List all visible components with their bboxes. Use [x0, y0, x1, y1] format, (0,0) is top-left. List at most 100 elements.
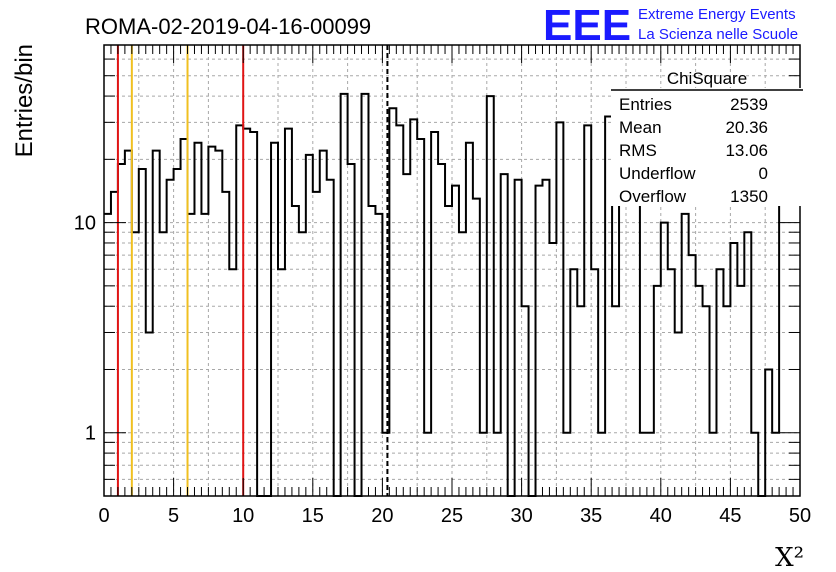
eee-logo: EEE Extreme Energy Events La Scienza nel… — [543, 1, 798, 50]
histogram-bin — [215, 151, 222, 496]
stats-label: Overflow — [619, 187, 687, 206]
y-tick-label: 10 — [74, 213, 96, 235]
stats-label: RMS — [619, 141, 657, 160]
histogram-bin — [661, 223, 668, 496]
histogram-bin — [640, 433, 647, 496]
histogram-bin — [549, 243, 556, 496]
x-tick-label: 35 — [580, 505, 602, 527]
y-tick-labels: 1 10 — [74, 213, 96, 445]
histogram-bin — [118, 164, 125, 496]
histogram-bin — [188, 214, 195, 496]
y-tick-label: 1 — [85, 423, 96, 445]
stats-label: Entries — [619, 95, 672, 114]
histogram-bin — [772, 433, 779, 496]
histogram-bin — [362, 94, 369, 496]
histogram-bin — [730, 243, 737, 496]
y-axis-label: Entries/bin — [11, 44, 38, 157]
stats-box-background — [611, 88, 803, 206]
histogram-bin — [153, 151, 160, 496]
histogram-bin — [668, 269, 675, 496]
histogram-bin — [292, 206, 299, 496]
stats-value: 0 — [759, 164, 768, 183]
histogram-bin — [682, 214, 689, 496]
histogram-bin — [410, 119, 417, 496]
x-tick-label: 30 — [510, 505, 532, 527]
histogram-bin — [598, 433, 605, 496]
histogram-bin — [633, 199, 640, 496]
histogram-bin — [125, 151, 132, 496]
histogram-bin — [424, 433, 431, 496]
chart-title: ROMA-02-2019-04-16-00099 — [85, 14, 371, 39]
stats-value: 2539 — [730, 95, 768, 114]
histogram-bin — [584, 125, 591, 496]
histogram-bin — [278, 269, 285, 496]
histogram-bin — [480, 433, 487, 496]
x-axis-label: X² — [775, 543, 804, 572]
stats-label: Underflow — [619, 164, 696, 183]
histogram-bin — [194, 143, 201, 496]
x-tick-label: 15 — [302, 505, 324, 527]
histogram-series — [104, 92, 787, 497]
histogram-bin — [751, 433, 758, 496]
histogram-bin — [522, 306, 529, 496]
logo-mark: EEE — [543, 1, 631, 50]
histogram-bin — [654, 286, 661, 496]
x-tick-label: 45 — [719, 505, 741, 527]
histogram-bin — [716, 269, 723, 496]
stats-label: Mean — [619, 118, 662, 137]
histogram-bin — [181, 139, 188, 496]
histogram-bin — [591, 269, 598, 496]
histogram-bin — [626, 174, 633, 496]
histogram-bin — [765, 369, 772, 496]
histogram-bin — [494, 433, 501, 496]
histogram-bin — [710, 433, 717, 496]
x-tick-labels: 0 5 10 15 20 25 30 35 40 45 50 — [98, 505, 811, 527]
histogram-bin — [737, 286, 744, 496]
x-tick-label: 20 — [371, 505, 393, 527]
histogram-bin — [577, 306, 584, 496]
histogram-bin — [487, 96, 494, 496]
histogram-bin — [327, 180, 334, 496]
histogram-bin — [536, 186, 543, 496]
histogram-bin — [459, 232, 466, 496]
x-tick-label: 0 — [98, 505, 109, 527]
histogram-bin — [306, 155, 313, 496]
histogram-bin — [403, 174, 410, 496]
histogram-bin — [445, 206, 452, 496]
histogram-bin — [160, 232, 167, 496]
histogram-bin — [515, 180, 522, 496]
histogram-bin — [285, 129, 292, 496]
histogram-bin — [703, 306, 710, 496]
histogram-bin — [473, 199, 480, 496]
histogram-bin — [501, 174, 508, 496]
histogram-bin — [542, 180, 549, 496]
histogram-bin — [299, 232, 306, 496]
logo-line1: Extreme Energy Events — [638, 6, 796, 23]
stats-box: ChiSquare Entries 2539 Mean 20.36 RMS 13.06 Un… — [611, 69, 803, 206]
histogram-bin — [146, 332, 153, 496]
histogram-bin — [222, 192, 229, 496]
histogram-bin — [570, 269, 577, 496]
histogram-bin — [201, 214, 208, 496]
stats-value: 20.36 — [725, 118, 768, 137]
histogram-bin — [132, 232, 139, 496]
histogram-outline — [104, 92, 787, 497]
histogram-bin — [250, 132, 257, 496]
histogram-bin — [167, 180, 174, 496]
histogram-bin — [696, 286, 703, 496]
histogram-bin — [675, 332, 682, 496]
x-tick-label: 25 — [441, 505, 463, 527]
stats-rows: Entries 2539 Mean 20.36 RMS 13.06 Underflow 0 Ov… — [619, 95, 768, 206]
histogram-bin — [389, 108, 396, 496]
histogram-bin — [313, 192, 320, 496]
x-tick-label: 10 — [232, 505, 254, 527]
histogram-bin — [689, 255, 696, 496]
x-tick-label: 50 — [789, 505, 811, 527]
histogram-bin — [271, 143, 278, 496]
histogram-bin — [375, 214, 382, 496]
histogram-bin — [612, 306, 619, 496]
stats-value: 13.06 — [725, 141, 768, 160]
histogram-bin — [452, 186, 459, 496]
histogram-bin — [229, 269, 236, 496]
